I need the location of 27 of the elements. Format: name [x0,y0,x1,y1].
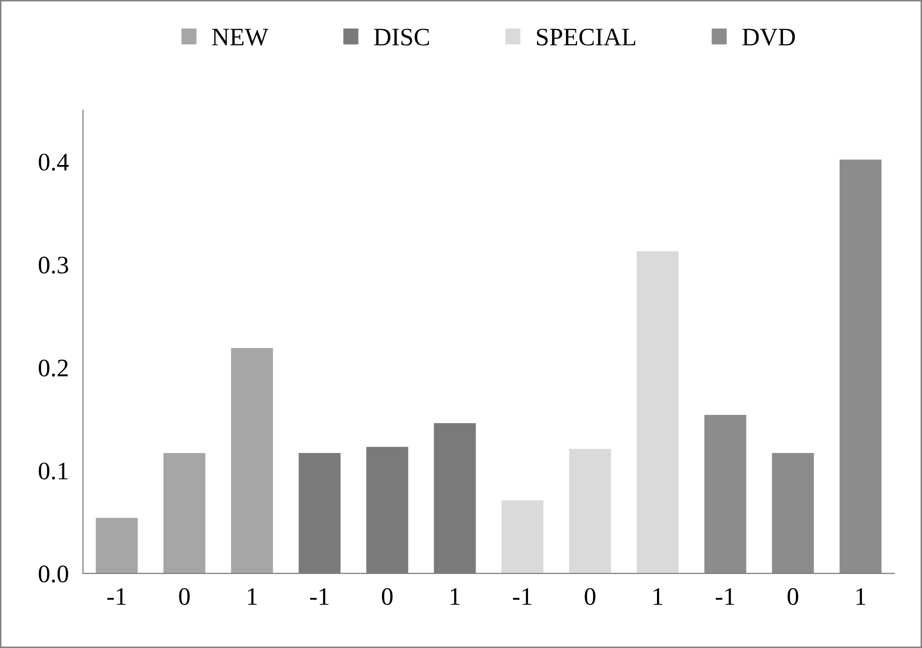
x-tick-label: -1 [716,588,734,605]
x-tick-label: 1 [248,588,257,605]
bar [569,448,612,574]
bar [96,518,138,574]
bar [231,348,273,574]
x-tick-label: 1 [450,588,460,605]
legend-label: SPECIAL [536,28,636,46]
y-tick-label: 0.2 [38,360,68,377]
y-tick-label: 0.0 [38,566,68,583]
legend-label: NEW [212,28,268,46]
x-tick-label: 0 [382,588,393,605]
x-tick-label: 1 [654,588,662,605]
y-tick-label: 0.4 [38,154,69,171]
x-tick-label: 1 [856,588,866,605]
legend-label: DVD [742,28,795,46]
legend-label: DISC [374,28,429,46]
x-tick-label: 0 [788,588,798,605]
x-tick-label: -1 [107,588,126,605]
bar [163,453,206,574]
bar [502,500,544,574]
y-tick-label: 0.3 [38,256,68,274]
x-tick-label: -1 [310,588,329,605]
x-tick-label: 0 [179,588,190,605]
x-tick-label: -1 [512,588,532,605]
y-tick-label: 0.1 [38,462,68,480]
bar [636,251,679,574]
x-tick-label: 0 [584,588,596,605]
